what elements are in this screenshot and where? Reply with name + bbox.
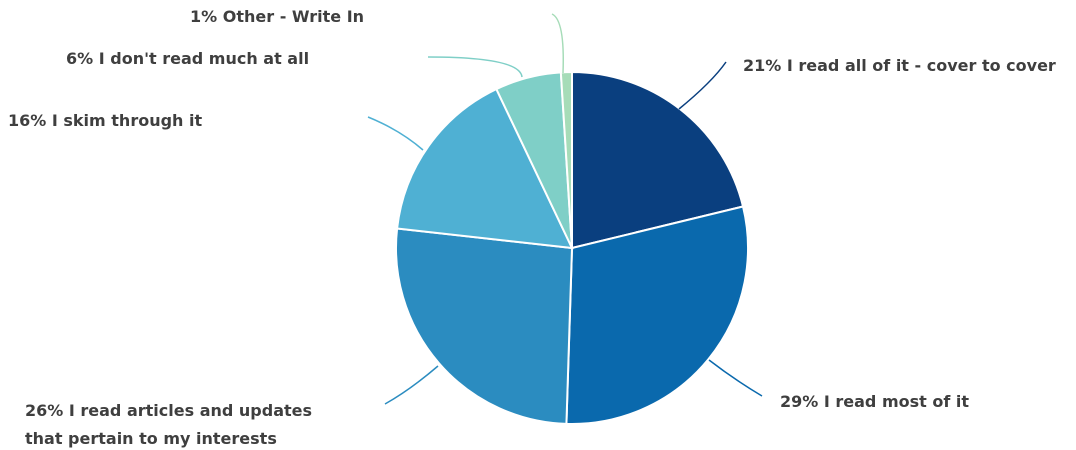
slice-label-not-much: 6% I don't read much at all xyxy=(66,49,309,68)
leader-line-cover-to-cover xyxy=(679,62,726,109)
slice-label-line: 16% I skim through it xyxy=(8,111,202,130)
slice-label-line: 26% I read articles and updates xyxy=(25,401,312,420)
leader-line-most xyxy=(709,360,762,396)
leader-line-other xyxy=(552,14,563,73)
leader-line-skim xyxy=(368,117,423,150)
pie-slices xyxy=(396,72,748,424)
slice-label-line: 29% I read most of it xyxy=(780,392,969,411)
slice-label-most: 29% I read most of it xyxy=(780,392,969,411)
slice-label-other: 1% Other - Write In xyxy=(190,7,364,26)
slice-label-line: 21% I read all of it - cover to cover xyxy=(743,56,1056,75)
pie-slice-interests xyxy=(396,228,572,423)
slice-label-line: that pertain to my interests xyxy=(25,429,277,448)
leader-line-interests xyxy=(385,366,438,404)
leader-line-not-much xyxy=(428,57,522,77)
slice-label-interests: 26% I read articles and updates that pert… xyxy=(25,401,312,448)
slice-label-skim: 16% I skim through it xyxy=(8,111,202,130)
slice-label-line: 1% Other - Write In xyxy=(190,7,364,26)
slice-label-line: 6% I don't read much at all xyxy=(66,49,309,68)
slice-label-cover-to-cover: 21% I read all of it - cover to cover xyxy=(743,56,1056,75)
